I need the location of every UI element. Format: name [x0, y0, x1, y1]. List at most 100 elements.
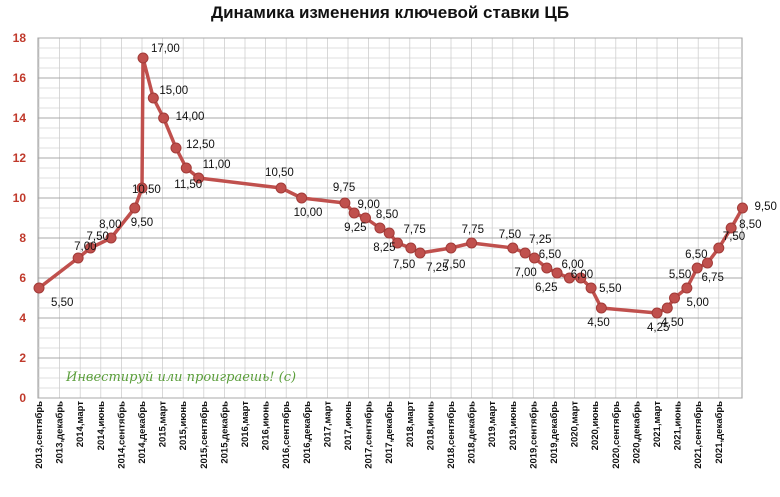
data-label: 7,00	[74, 241, 96, 253]
data-label: 5,50	[51, 297, 73, 309]
x-tick-label: 2019,март	[487, 401, 498, 448]
data-point	[129, 202, 141, 214]
data-point	[507, 242, 519, 254]
data-label: 7,50	[723, 231, 745, 243]
data-point	[445, 242, 457, 254]
x-tick-label: 2016,декабрь	[302, 401, 313, 464]
x-tick-label: 2015,июнь	[178, 401, 189, 450]
data-label: 10,50	[132, 184, 161, 196]
data-point	[348, 207, 360, 219]
data-label: 7,25	[426, 262, 448, 274]
data-point	[85, 242, 96, 254]
data-point	[275, 182, 287, 194]
x-tick-label: 2018,июнь	[425, 401, 436, 450]
x-tick-label: 2020,сентябрь	[611, 401, 622, 469]
data-point	[383, 227, 395, 239]
y-tick-label: 18	[13, 31, 27, 45]
data-label: 5,50	[599, 283, 621, 295]
data-point	[691, 262, 703, 274]
data-point	[585, 282, 597, 294]
data-label: 6,25	[535, 282, 557, 294]
y-tick-label: 12	[13, 151, 27, 165]
x-tick-label: 2019,сентябрь	[528, 401, 539, 469]
data-point	[414, 247, 426, 259]
x-tick-label: 2016,март	[240, 401, 251, 448]
data-label: 9,00	[358, 199, 380, 211]
data-label: 6,00	[561, 259, 583, 271]
data-point	[105, 232, 117, 244]
data-label: 7,25	[529, 234, 551, 246]
y-tick-label: 4	[19, 311, 26, 325]
data-label: 6,50	[539, 249, 561, 261]
y-axis-ticks: 0 2 4 6 8 10 12 14 16 18	[13, 31, 27, 405]
x-tick-label: 2017,сентябрь	[364, 401, 375, 469]
x-tick-label: 2020,июнь	[590, 401, 601, 450]
x-tick-label: 2015,март	[158, 401, 169, 448]
data-label: 7,75	[462, 224, 484, 236]
y-tick-label: 14	[13, 111, 27, 125]
data-label: 4,25	[647, 322, 669, 334]
x-tick-label: 2016,июнь	[261, 401, 272, 450]
x-tick-label: 2021,март	[652, 401, 663, 448]
data-label: 4,50	[587, 317, 609, 329]
data-label: 14,00	[176, 111, 205, 123]
data-point	[33, 282, 45, 294]
data-point	[193, 172, 205, 184]
data-label: 17,00	[151, 43, 180, 55]
data-label: 9,75	[333, 182, 355, 194]
data-point	[136, 182, 148, 194]
data-label: 6,50	[685, 249, 707, 261]
x-tick-label: 2020,декабрь	[631, 401, 642, 464]
data-point	[541, 262, 553, 274]
data-label: 5,50	[669, 269, 691, 281]
data-point	[374, 222, 386, 234]
data-point	[681, 282, 693, 294]
data-label: 9,50	[131, 217, 153, 229]
x-tick-label: 2018,сентябрь	[446, 401, 457, 469]
data-point	[528, 252, 540, 264]
x-axis-ticks: 2013,сентябрь 2013,декабрь 2014,март 2014,и…	[34, 401, 725, 469]
data-label: 8,25	[373, 242, 395, 254]
x-tick-label: 2015,сентябрь	[199, 401, 210, 469]
x-tick-label: 2014,март	[75, 401, 86, 448]
data-markers	[33, 52, 748, 319]
data-label: 7,50	[499, 229, 521, 241]
x-tick-label: 2020,март	[570, 401, 581, 448]
data-point	[701, 257, 713, 269]
data-point	[147, 92, 159, 104]
data-label: 7,00	[514, 267, 536, 279]
x-tick-label: 2018,декабрь	[467, 401, 478, 464]
x-tick-label: 2016,сентябрь	[281, 401, 292, 469]
data-label: 8,50	[376, 209, 398, 221]
x-tick-label: 2019,декабрь	[549, 401, 560, 464]
data-point	[72, 252, 84, 264]
data-point	[575, 272, 587, 284]
minor-gridlines	[38, 38, 742, 398]
data-label: 10,50	[265, 167, 294, 179]
watermark-annotation: Инвестируй или проиграешь! (с)	[65, 370, 296, 385]
data-label: 15,00	[159, 85, 188, 97]
data-point	[736, 202, 748, 214]
data-label: 9,50	[754, 201, 776, 213]
data-label: 10,00	[294, 207, 323, 219]
y-tick-label: 0	[19, 391, 26, 405]
data-point	[391, 237, 403, 249]
x-tick-label: 2014,сентябрь	[116, 401, 127, 469]
data-point	[713, 242, 725, 254]
data-labels: 5,507,007,508,00 9,5010,5017,0015,0014,00…	[51, 43, 777, 334]
data-label: 9,25	[344, 222, 366, 234]
x-tick-label: 2017,декабрь	[384, 401, 395, 464]
x-tick-label: 2021,июнь	[673, 401, 684, 450]
data-point	[466, 237, 478, 249]
data-label: 4,50	[661, 317, 683, 329]
major-gridlines	[38, 37, 742, 399]
data-point	[170, 142, 182, 154]
data-label: 6,00	[571, 269, 593, 281]
chart-title: Динамика изменения ключевой ставки ЦБ	[210, 3, 570, 22]
data-point	[669, 292, 681, 304]
data-label: 11,50	[174, 179, 202, 191]
y-tick-label: 2	[19, 351, 26, 365]
data-point	[563, 272, 575, 284]
data-label: 7,50	[443, 259, 465, 271]
